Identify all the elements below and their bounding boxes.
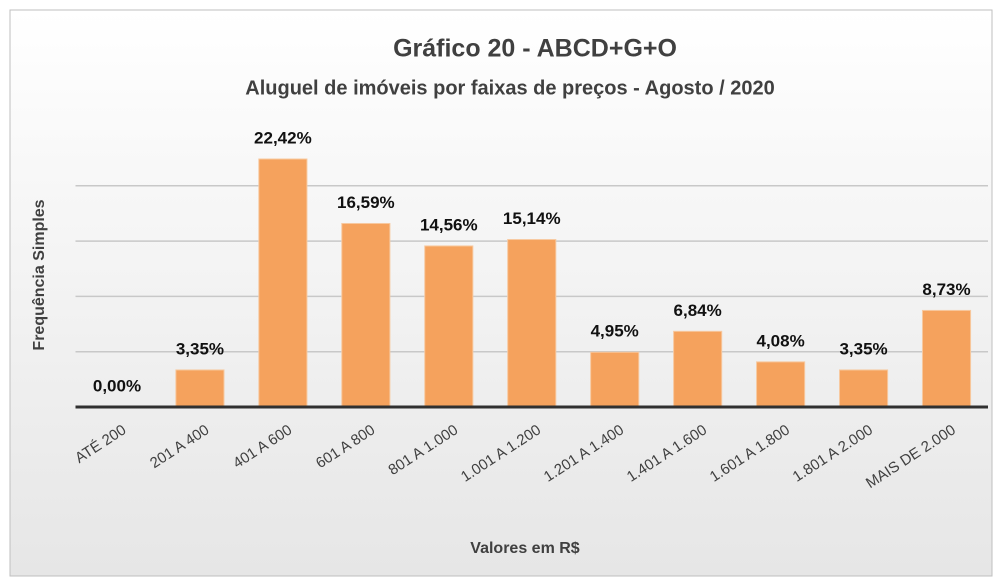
bar — [673, 330, 723, 408]
bar — [424, 245, 474, 408]
data-label: 15,14% — [503, 209, 561, 228]
data-label: 4,08% — [757, 331, 805, 350]
chart-frame — [9, 9, 993, 577]
bar — [756, 361, 806, 408]
bar — [175, 369, 225, 408]
bar — [839, 369, 889, 408]
bar — [921, 309, 972, 408]
data-label: 3,35% — [839, 339, 887, 358]
chart-title: Gráfico 20 - ABCD+G+O — [393, 35, 677, 63]
chart-subtitle: Aluguel de imóveis por faixas de preços … — [245, 77, 774, 99]
data-label: 22,42% — [254, 128, 312, 147]
data-label: 4,95% — [591, 322, 639, 341]
data-label: 0,00% — [93, 376, 141, 395]
bar — [507, 239, 557, 408]
data-label: 3,35% — [176, 339, 224, 358]
bar — [341, 222, 391, 408]
data-label: 6,84% — [674, 301, 722, 320]
data-label: 16,59% — [337, 193, 395, 212]
x-axis-label: Valores em R$ — [470, 540, 580, 557]
y-axis-label: Frequência Simples — [31, 199, 48, 350]
bar — [258, 158, 308, 408]
data-label: 14,56% — [420, 215, 478, 234]
bar — [590, 351, 640, 408]
data-label: 8,73% — [922, 280, 970, 299]
